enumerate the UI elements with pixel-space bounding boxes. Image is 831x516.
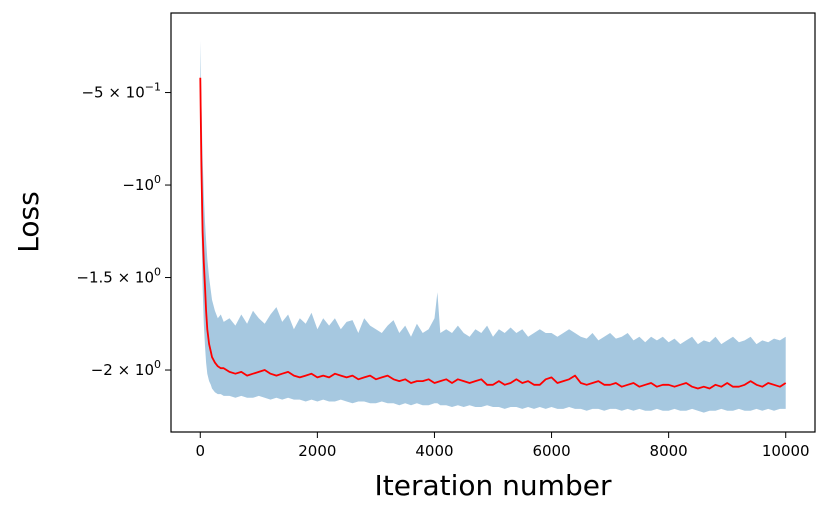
std-band [200,40,786,413]
x-tick-label: 0 [195,442,205,460]
mean-line-layer [199,77,787,390]
y-tick-label: −5 × 10−1 [81,81,161,102]
x-tick-label: 6000 [532,442,570,460]
x-axis-title: Iteration number [375,469,612,502]
x-tick-label: 4000 [415,442,453,460]
y-tick-label: −1.5 × 100 [76,266,161,287]
x-tick-label: 10000 [762,442,810,460]
y-tick-label: −2 × 100 [91,358,161,379]
x-axis: 0 2000 4000 6000 8000 10000 [195,432,810,460]
plot-frame [170,12,816,433]
x-tick-label: 8000 [650,442,688,460]
y-tick-label: −100 [122,173,161,194]
y-axis: −5 × 10−1 −100 −1.5 × 100 −2 × 100 [76,81,171,379]
x-tick-label: 2000 [298,442,336,460]
std-band-layer [200,40,786,413]
y-axis-title: Loss [12,191,45,252]
mean-loss-line [199,77,787,390]
